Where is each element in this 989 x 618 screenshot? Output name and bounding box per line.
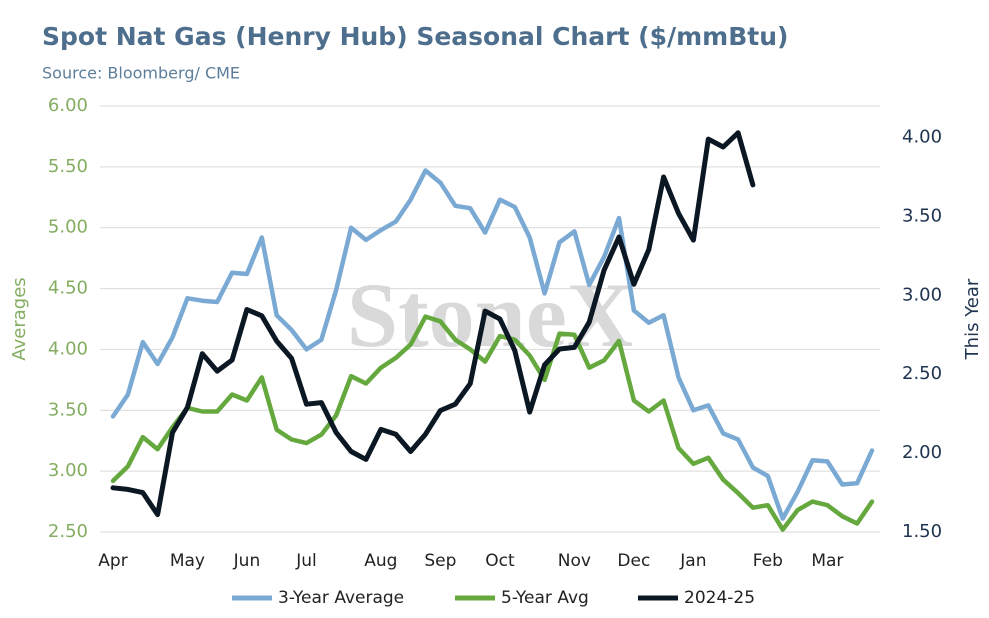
y-tick-label: 3.00 xyxy=(48,460,88,481)
x-tick-label: Aug xyxy=(364,551,397,571)
x-tick-label: Nov xyxy=(558,551,591,571)
y2-tick-label: 2.50 xyxy=(902,363,942,384)
x-tick-label: Feb xyxy=(753,551,783,571)
y-tick-label: 5.00 xyxy=(48,217,88,238)
x-tick-label: Sep xyxy=(424,551,456,571)
x-tick-label: Jan xyxy=(679,551,706,571)
y-tick-label: 2.50 xyxy=(48,521,88,542)
series-line xyxy=(110,168,875,521)
y2-tick-label: 4.00 xyxy=(902,127,942,148)
y-axis-label: Averages xyxy=(9,277,30,360)
y-tick-label: 4.50 xyxy=(48,278,88,299)
chart-subtitle: Source: Bloomberg/ CME xyxy=(42,64,240,83)
series-line xyxy=(110,130,756,518)
series-line xyxy=(110,314,875,532)
x-tick-label: Oct xyxy=(485,551,515,571)
y2-tick-label: 2.00 xyxy=(902,442,942,463)
legend-label: 5-Year Avg xyxy=(501,588,589,608)
legend-label: 2024-25 xyxy=(684,588,755,608)
y-tick-label: 3.50 xyxy=(48,399,88,420)
legend-label: 3-Year Average xyxy=(278,588,404,608)
x-tick-label: Mar xyxy=(811,551,843,571)
y2-tick-label: 3.00 xyxy=(902,284,942,305)
x-tick-label: Dec xyxy=(617,551,650,571)
x-tick-label: Jul xyxy=(295,551,317,571)
y-tick-label: 6.00 xyxy=(48,95,88,116)
y2-axis-label: This Year xyxy=(962,278,983,360)
y2-tick-label: 1.50 xyxy=(902,521,942,542)
chart-title: Spot Nat Gas (Henry Hub) Seasonal Chart … xyxy=(42,22,788,51)
x-tick-label: Apr xyxy=(98,551,127,571)
y-tick-label: 5.50 xyxy=(48,156,88,177)
y-tick-label: 4.00 xyxy=(48,338,88,359)
y2-tick-label: 3.50 xyxy=(902,205,942,226)
x-tick-label: Jun xyxy=(233,551,261,571)
x-tick-label: May xyxy=(170,551,205,571)
